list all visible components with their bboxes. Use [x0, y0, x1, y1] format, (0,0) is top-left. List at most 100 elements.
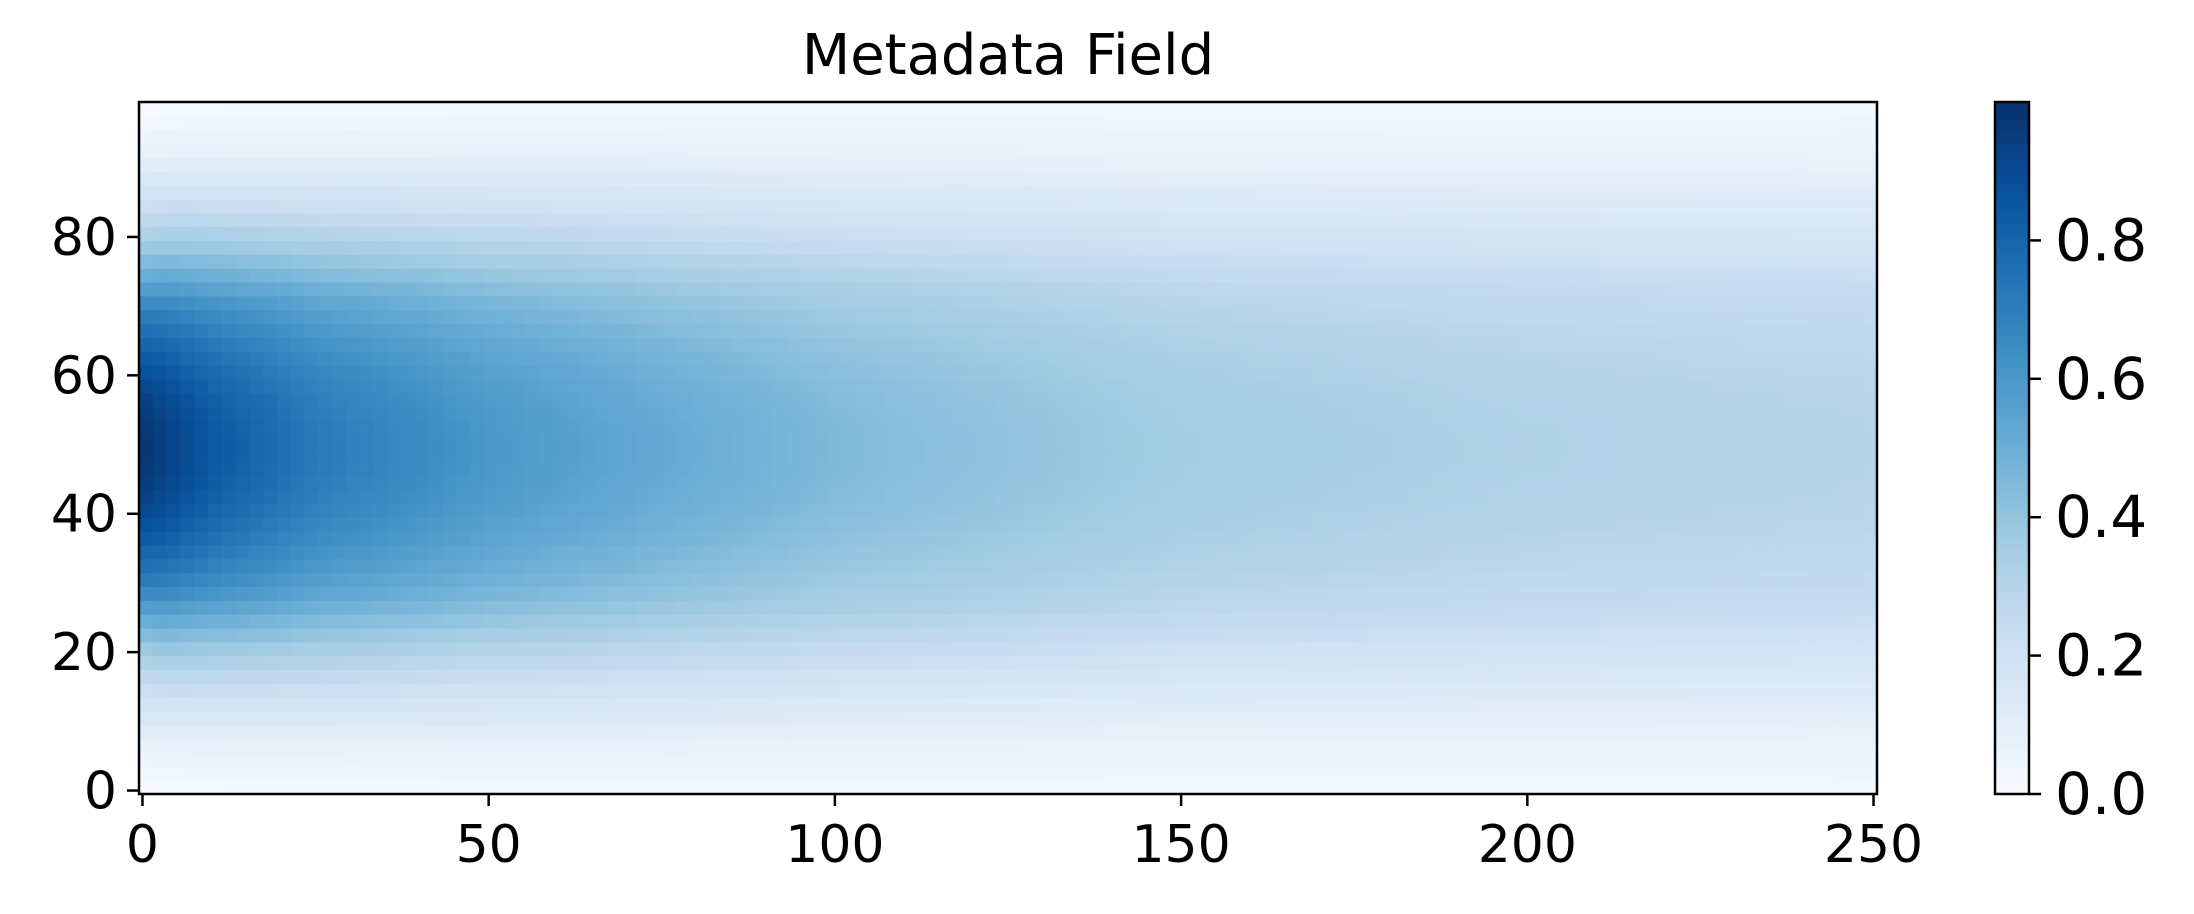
heatmap-cell: [1256, 627, 1271, 643]
heatmap-cell: [1118, 434, 1133, 449]
heatmap-cell: [525, 572, 540, 587]
heatmap-cell: [952, 337, 968, 352]
heatmap-cell: [1821, 641, 1837, 657]
heatmap-cell: [801, 323, 816, 338]
heatmap-cell: [1421, 641, 1437, 657]
heatmap-cell: [139, 627, 154, 643]
heatmap-cell: [649, 531, 664, 546]
heatmap-cell: [1242, 323, 1257, 338]
heatmap-cell: [387, 448, 402, 463]
heatmap-cell: [1256, 420, 1271, 435]
heatmap-cell: [414, 323, 430, 338]
heatmap-cell: [745, 697, 761, 712]
heatmap-cell: [801, 780, 816, 795]
heatmap-cell: [263, 392, 278, 408]
heatmap-cell: [1739, 392, 1754, 408]
heatmap-cell: [1545, 351, 1561, 366]
heatmap-cell: [442, 614, 457, 629]
heatmap-cell: [925, 752, 940, 767]
heatmap-cell: [1670, 309, 1685, 325]
heatmap-cell: [870, 738, 885, 754]
heatmap-cell: [1201, 475, 1216, 491]
heatmap-cell: [814, 240, 830, 255]
heatmap-cell: [1518, 420, 1533, 435]
heatmap-cell: [621, 281, 637, 297]
heatmap-cell: [870, 461, 885, 477]
heatmap-cell: [373, 572, 388, 587]
heatmap-cell: [828, 337, 844, 352]
heatmap-cell: [539, 683, 554, 698]
heatmap-cell: [773, 780, 788, 795]
heatmap-cell: [1463, 780, 1478, 795]
heatmap-cell: [690, 531, 706, 546]
heatmap-cell: [318, 655, 333, 671]
heatmap-cell: [483, 752, 499, 767]
heatmap-cell: [663, 351, 678, 366]
heatmap-cell: [883, 503, 899, 518]
heatmap-cell: [276, 531, 292, 546]
heatmap-cell: [1476, 683, 1492, 698]
heatmap-cell: [1339, 780, 1354, 795]
heatmap-cell: [1532, 544, 1547, 560]
heatmap-cell: [1463, 364, 1478, 380]
heatmap-cell: [1187, 517, 1202, 532]
heatmap-cell: [1752, 710, 1768, 726]
heatmap-cell: [235, 378, 250, 394]
heatmap-cell: [594, 572, 609, 587]
heatmap-cell: [594, 531, 609, 546]
heatmap-cell: [249, 364, 264, 380]
heatmap-cell: [1752, 641, 1768, 657]
heatmap-cell: [1614, 600, 1630, 615]
heatmap-cell: [745, 461, 761, 477]
heatmap-cell: [1504, 503, 1519, 518]
heatmap-cell: [1449, 544, 1464, 560]
heatmap-cell: [304, 392, 319, 408]
heatmap-cell: [1835, 531, 1851, 546]
heatmap-cell: [745, 406, 761, 421]
heatmap-cell: [483, 738, 499, 754]
heatmap-cell: [1683, 572, 1699, 587]
heatmap-cell: [1132, 309, 1147, 325]
heatmap-cell: [1725, 392, 1740, 408]
heatmap-cell: [318, 697, 333, 712]
heatmap-cell: [1656, 738, 1671, 754]
heatmap-cell: [1339, 323, 1354, 338]
heatmap-cell: [566, 669, 581, 684]
heatmap-cell: [759, 669, 775, 684]
heatmap-cell: [166, 780, 181, 795]
heatmap-cell: [1076, 268, 1092, 283]
heatmap-cell: [1697, 281, 1713, 297]
heatmap-cell: [842, 489, 857, 504]
heatmap-cell: [980, 544, 995, 560]
heatmap-cell: [552, 364, 568, 380]
heatmap-cell: [1283, 295, 1299, 311]
heatmap-cell: [1173, 627, 1188, 643]
heatmap-cell: [621, 448, 637, 463]
heatmap-cell: [1449, 641, 1464, 657]
heatmap-cell: [1587, 420, 1602, 435]
heatmap-cell: [1683, 724, 1699, 740]
heatmap-cell: [539, 780, 554, 795]
heatmap-cell: [773, 697, 788, 712]
heatmap-cell: [1449, 780, 1464, 795]
heatmap-cell: [1849, 406, 1864, 421]
heatmap-cell: [1008, 392, 1023, 408]
heatmap-cell: [814, 309, 830, 325]
heatmap-cell: [1214, 544, 1230, 560]
heatmap-cell: [1766, 489, 1782, 504]
heatmap-cell: [1504, 323, 1519, 338]
heatmap-cell: [1283, 323, 1299, 338]
heatmap-cell: [1794, 461, 1809, 477]
heatmap-cell: [511, 655, 526, 671]
heatmap-cell: [594, 517, 609, 532]
heatmap-cell: [1821, 254, 1837, 269]
heatmap-cell: [1008, 558, 1023, 574]
heatmap-cell: [1256, 461, 1271, 477]
heatmap-cell: [594, 558, 609, 574]
heatmap-cell: [1118, 281, 1133, 297]
heatmap-cell: [1187, 337, 1202, 352]
heatmap-cell: [1614, 655, 1630, 671]
heatmap-cell: [1670, 268, 1685, 283]
heatmap-cell: [1449, 752, 1464, 767]
heatmap-cell: [1325, 351, 1340, 366]
